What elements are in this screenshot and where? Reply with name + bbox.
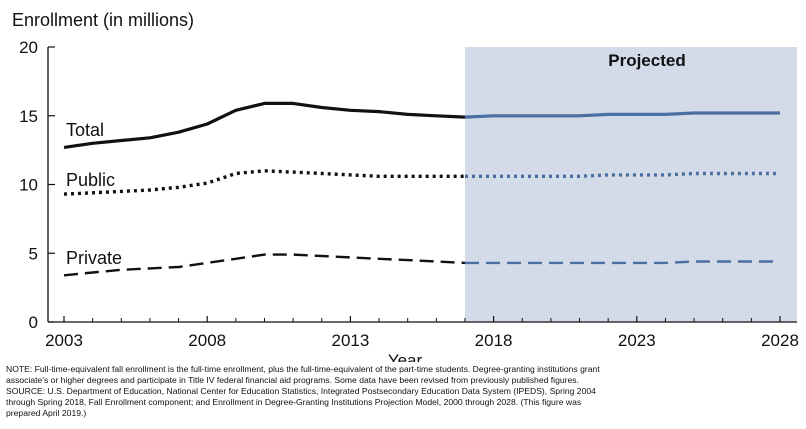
x-axis-title: Year <box>388 351 423 362</box>
x-tick-label: 2018 <box>475 331 513 350</box>
x-tick-label: 2023 <box>618 331 656 350</box>
note-line: associate's or higher degrees and partic… <box>6 374 579 385</box>
x-tick-label: 2013 <box>331 331 369 350</box>
y-tick-label: 10 <box>19 176 38 195</box>
footnote: NOTE: Full-time-equivalent fall enrollme… <box>6 364 802 419</box>
series-label-total: Total <box>66 120 104 140</box>
y-tick-label: 20 <box>19 38 38 57</box>
y-tick-label: 5 <box>29 244 38 263</box>
note-line: NOTE: Full-time-equivalent fall enrollme… <box>6 364 600 374</box>
y-tick-label: 15 <box>19 107 38 126</box>
x-tick-label: 2003 <box>45 331 83 350</box>
x-tick-label: 2008 <box>188 331 226 350</box>
projected-region <box>464 47 797 322</box>
series-labels: Total Public Private <box>66 120 122 268</box>
series-label-private: Private <box>66 248 122 268</box>
line-private-actual <box>63 253 466 277</box>
axes: 0 5 10 15 20 2003 2008 2013 2018 2023 2028 <box>19 38 799 350</box>
enrollment-chart: Projected Enrollment (in millions) Year … <box>12 10 799 362</box>
line-total-actual <box>63 101 466 149</box>
y-tick-label: 0 <box>29 313 38 332</box>
x-tick-label: 2028 <box>761 331 799 350</box>
note-line: through Spring 2018, Fall Enrollment com… <box>6 396 582 407</box>
y-axis-title: Enrollment (in millions) <box>12 10 194 30</box>
note-line: prepared April 2019.) <box>6 407 87 418</box>
note-line: SOURCE: U.S. Department of Education, Na… <box>6 385 596 396</box>
line-public-actual <box>63 169 465 196</box>
line-total-projected <box>464 111 780 119</box>
line-private-projected <box>465 260 780 265</box>
projected-label: Projected <box>608 51 685 70</box>
series-label-public: Public <box>66 170 115 190</box>
series-lines <box>63 101 780 277</box>
